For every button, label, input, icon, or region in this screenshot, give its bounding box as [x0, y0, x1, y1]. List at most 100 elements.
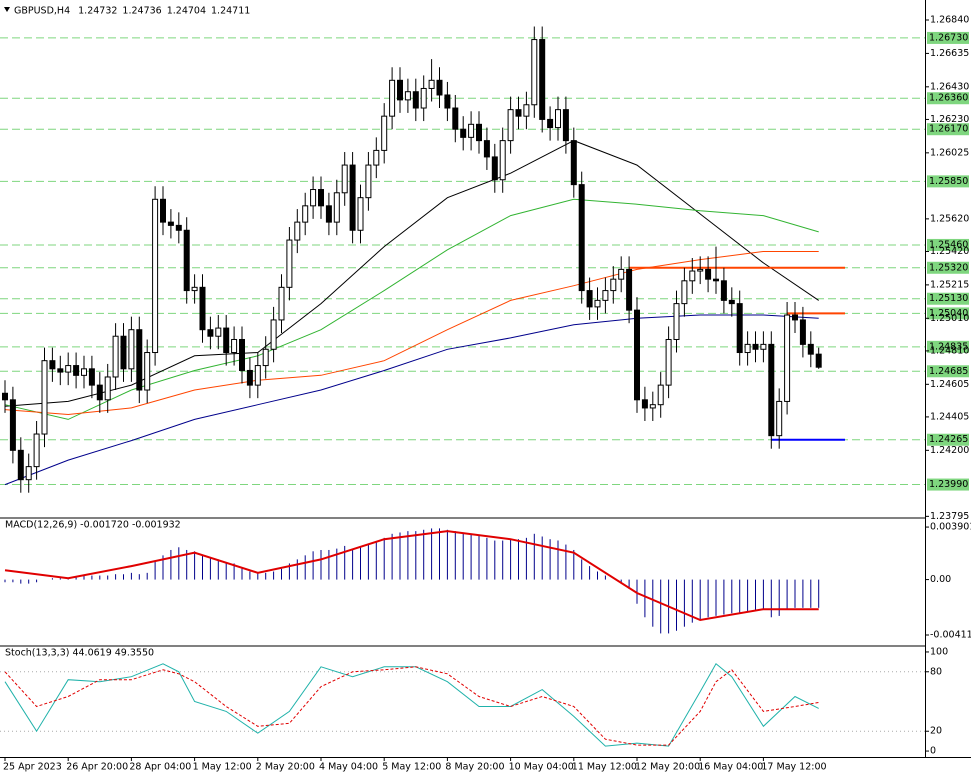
x-tick-label: 26 Apr 20:00 [66, 762, 128, 773]
candle-body [562, 109, 569, 142]
candle-body [412, 91, 419, 109]
candle-body [776, 400, 783, 437]
y-tick-label: 20 [930, 726, 942, 737]
candle-body [333, 192, 340, 223]
candle-body [9, 399, 16, 451]
candle-body [302, 205, 309, 223]
candle-body [728, 299, 735, 305]
level-label: 1.24265 [929, 434, 968, 445]
candle-body [736, 303, 743, 354]
candle-body [483, 140, 490, 158]
x-tick-label: 1 May 12:00 [193, 762, 252, 773]
y-tick-label: 1.26230 [930, 114, 969, 125]
candle-body [365, 164, 372, 199]
symbol-menu-icon[interactable] [4, 7, 10, 12]
level-label-bg [927, 175, 969, 188]
level-label: 1.26170 [929, 124, 968, 135]
candle-body [634, 309, 640, 401]
quote-value: 1.24732 [78, 6, 117, 17]
candle-body [199, 286, 206, 331]
candle-body [594, 299, 601, 308]
y-tick-label: -0.004118 [930, 630, 971, 641]
y-tick-label: 0.00 [930, 574, 951, 585]
candle-body [17, 449, 24, 481]
level-label-bg [927, 433, 969, 446]
x-tick-label: 28 Apr 04:00 [129, 762, 191, 773]
candle-body [96, 384, 103, 401]
y-tick-label: 1.24810 [930, 345, 969, 356]
moving-average [4, 251, 819, 416]
candle-body [152, 198, 159, 354]
stoch-line [4, 666, 819, 746]
candle-body [428, 79, 435, 89]
candle-body [191, 286, 198, 292]
level-label-bg [927, 261, 969, 274]
candle-body [760, 343, 767, 350]
level-label: 1.25040 [929, 308, 968, 319]
candle-body [175, 224, 182, 231]
candle-body [507, 109, 514, 142]
indicator-title: Stoch(13,3,3) 44.0619 49.3550 [5, 648, 154, 659]
candle-body [207, 329, 214, 337]
candle-body [112, 335, 119, 378]
candle-body [349, 164, 356, 231]
candle-body [88, 368, 95, 386]
candle-body [254, 365, 261, 386]
candle-body [815, 353, 822, 368]
candle-body [547, 118, 554, 129]
level-label: 1.26360 [929, 93, 968, 104]
candle-body [270, 319, 277, 350]
indicator-title: MACD(12,26,9) -0.001720 -0.001932 [5, 520, 181, 531]
candle-body [160, 198, 166, 223]
level-label-bg [927, 92, 969, 105]
candle-body [25, 466, 32, 481]
candle-body [404, 91, 411, 101]
y-tick-label: 1.24405 [930, 411, 969, 422]
candle-body [681, 280, 688, 305]
candle-body [57, 368, 64, 373]
candle-body [491, 156, 498, 181]
candle-body [167, 221, 174, 226]
candle-body [460, 128, 467, 138]
y-tick-label: 1.26840 [930, 14, 969, 25]
level-label: 1.25460 [929, 239, 968, 250]
candle-body [641, 399, 648, 409]
candle-body [420, 87, 427, 109]
candle-body [246, 369, 253, 386]
y-tick-label: 80 [930, 666, 942, 677]
candle-body [262, 348, 269, 367]
candle-body [752, 343, 759, 350]
candle-body [689, 270, 696, 282]
level-label: 1.25850 [929, 176, 968, 187]
level-label-bg [927, 292, 969, 305]
x-tick-label: 11 May 12:00 [572, 762, 637, 773]
candle-body [128, 329, 135, 370]
candle-body [578, 184, 585, 292]
candle-body [657, 384, 664, 406]
level-label-bg [927, 365, 969, 378]
candle-body [144, 352, 151, 391]
candle-body [673, 303, 680, 340]
candle-body [586, 290, 593, 308]
candle-body [231, 338, 238, 354]
x-tick-label: 2 May 20:00 [256, 762, 315, 773]
candle-body [531, 39, 538, 106]
candle-body [33, 433, 40, 468]
candle-body [570, 140, 577, 186]
x-tick-label: 5 May 12:00 [382, 762, 441, 773]
y-tick-label: 0.003901 [930, 522, 971, 533]
y-tick-label: 1.23795 [930, 511, 969, 522]
candle-body [515, 109, 522, 117]
candle-body [104, 376, 111, 401]
candle-body [81, 368, 87, 376]
candle-body [799, 319, 806, 345]
level-label-bg [927, 123, 969, 136]
candle-body [381, 115, 388, 151]
level-label: 1.24685 [929, 366, 968, 377]
level-label: 1.25130 [929, 293, 968, 304]
candle-body [649, 404, 656, 409]
candle-body [705, 268, 712, 280]
y-tick-label: 1.26430 [930, 81, 969, 92]
moving-average [4, 314, 819, 486]
